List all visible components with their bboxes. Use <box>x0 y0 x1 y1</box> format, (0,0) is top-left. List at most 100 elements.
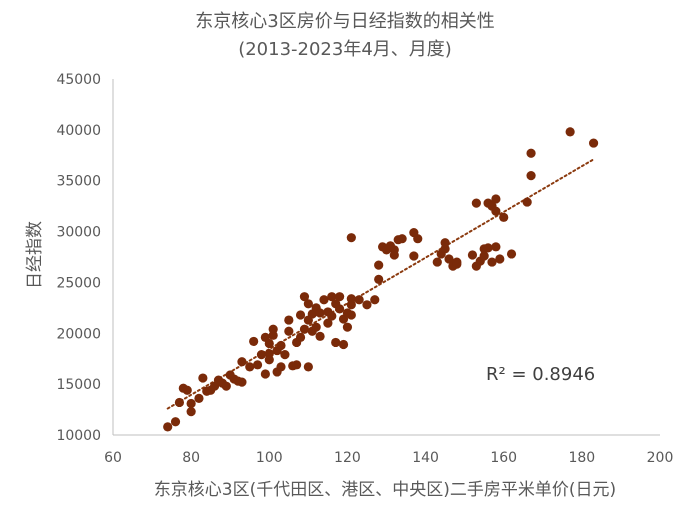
y-tick-label: 45000 <box>56 72 101 88</box>
data-point <box>249 336 259 347</box>
y-tick-label: 25000 <box>56 275 101 291</box>
data-point <box>311 322 321 332</box>
data-point <box>264 355 274 365</box>
data-point <box>432 257 442 267</box>
data-point <box>252 360 263 370</box>
data-point <box>335 304 345 314</box>
x-tick-label: 200 <box>647 450 674 466</box>
data-point <box>526 171 536 181</box>
data-point <box>338 339 349 350</box>
data-point <box>292 360 302 370</box>
data-point <box>346 294 356 304</box>
data-point <box>409 251 419 261</box>
data-point <box>303 299 313 309</box>
data-point <box>194 393 204 403</box>
data-point <box>491 206 501 216</box>
trendline <box>166 158 595 410</box>
x-tick-label: 100 <box>256 450 283 466</box>
data-point <box>374 274 384 284</box>
data-point <box>471 198 481 208</box>
data-point <box>186 398 196 409</box>
data-point <box>315 331 325 341</box>
data-point <box>444 254 454 264</box>
data-points <box>163 127 599 432</box>
data-point <box>331 337 341 348</box>
data-point <box>389 245 399 255</box>
data-point <box>284 315 294 325</box>
x-tick-label: 80 <box>182 450 200 466</box>
data-point <box>499 212 509 222</box>
data-point <box>346 310 356 320</box>
data-point <box>284 326 294 336</box>
data-point <box>182 385 192 395</box>
data-point <box>335 292 345 302</box>
y-tick-label: 35000 <box>56 174 101 190</box>
data-point <box>221 381 231 391</box>
x-axis-label: 东京核心3区(千代田区、港区、中央区)二手房平米单价(日元) <box>154 480 616 500</box>
data-point <box>163 422 173 432</box>
data-point <box>280 350 290 360</box>
data-point <box>276 362 286 372</box>
x-tick-label: 120 <box>334 450 361 466</box>
data-point <box>479 251 489 261</box>
data-point <box>303 362 313 372</box>
data-point <box>522 197 532 207</box>
chart-subtitle: (2013-2023年4月、月度) <box>238 39 452 60</box>
x-tick-label: 180 <box>568 450 595 466</box>
data-point <box>495 254 505 264</box>
x-tick-label: 60 <box>104 450 122 466</box>
x-tick-label: 160 <box>490 450 517 466</box>
data-point <box>565 127 575 137</box>
data-point <box>295 310 306 320</box>
data-point <box>467 250 478 260</box>
data-point <box>198 373 208 383</box>
data-point <box>186 407 196 417</box>
data-point <box>299 324 310 334</box>
data-point <box>452 257 462 267</box>
data-point <box>526 148 536 158</box>
data-point <box>342 322 353 332</box>
data-point <box>256 350 267 360</box>
data-point <box>506 249 517 259</box>
data-point <box>174 397 185 408</box>
data-point <box>346 233 356 243</box>
data-point <box>362 300 372 310</box>
data-point <box>299 292 310 302</box>
data-point <box>268 324 278 334</box>
y-tick-label: 10000 <box>56 428 101 444</box>
data-point <box>319 295 329 305</box>
data-point <box>491 242 501 252</box>
data-point <box>237 377 247 387</box>
data-point <box>327 292 337 302</box>
y-tick-label: 30000 <box>56 225 101 241</box>
data-point <box>245 362 255 372</box>
data-point <box>588 138 599 148</box>
x-tick-labels: 60 80 100 120 140 160 180 200 <box>104 450 673 466</box>
y-tick-labels: 10000 15000 20000 25000 30000 35000 40000 45000 <box>56 72 101 444</box>
data-point <box>323 318 333 328</box>
data-point <box>264 338 274 349</box>
y-axis-label: 日经指数 <box>25 221 45 289</box>
data-point <box>170 417 181 427</box>
data-point <box>295 332 306 342</box>
data-point <box>487 257 497 267</box>
data-point <box>370 295 380 305</box>
data-point <box>260 369 270 379</box>
data-point <box>413 234 423 244</box>
data-point <box>276 340 286 351</box>
data-point <box>315 308 325 318</box>
y-tick-label: 15000 <box>56 377 101 393</box>
data-point <box>374 260 384 270</box>
chart-title: 东京核心3区房价与日经指数的相关性 <box>195 11 494 32</box>
data-point <box>491 194 501 204</box>
data-point <box>483 243 493 253</box>
x-tick-label: 140 <box>412 450 439 466</box>
r-squared-annotation: R² = 0.8946 <box>486 364 595 385</box>
data-point <box>237 357 247 367</box>
data-point <box>397 234 407 244</box>
data-point <box>440 238 450 248</box>
data-point <box>354 295 364 305</box>
y-tick-label: 20000 <box>56 326 101 342</box>
